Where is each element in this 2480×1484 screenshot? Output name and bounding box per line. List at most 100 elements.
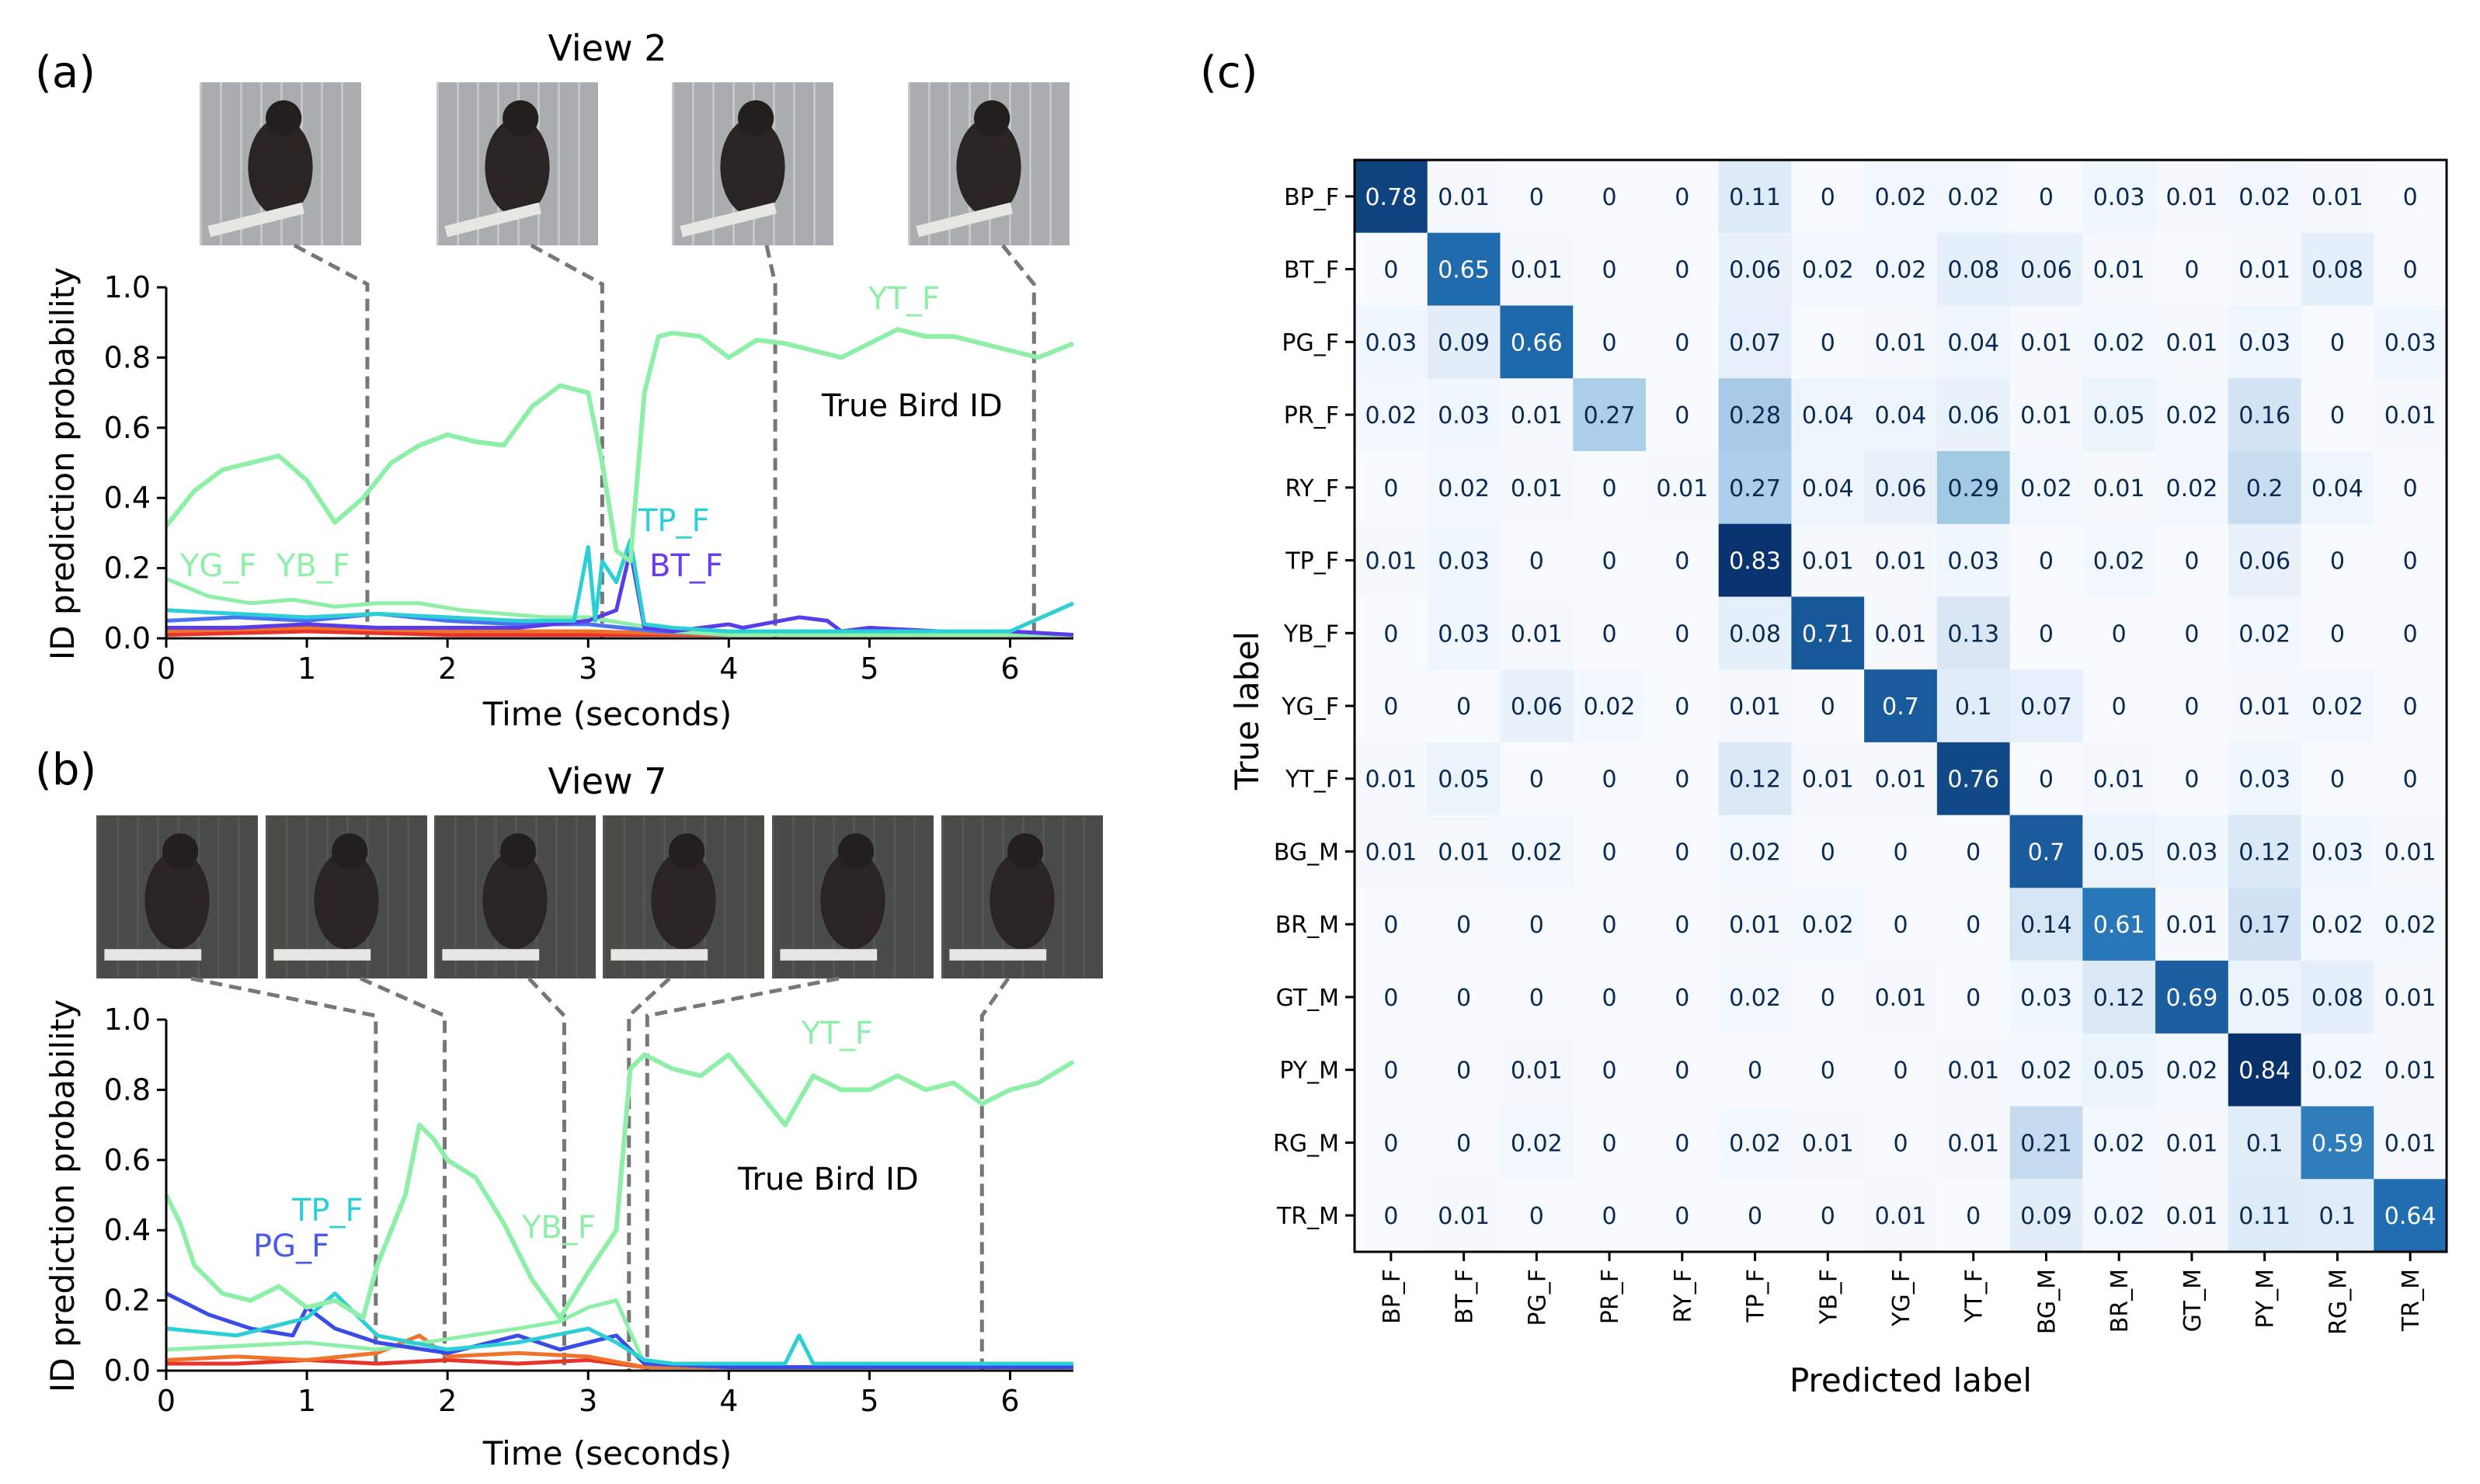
cm-cell	[1500, 1179, 1574, 1253]
cm-value: 0	[2403, 257, 2418, 284]
cm-cell	[1355, 1179, 1428, 1253]
panel-b-label-pg-f: PG_F	[253, 1229, 329, 1264]
cm-cell	[2374, 160, 2447, 234]
cm-value: 0.02	[1729, 985, 1781, 1012]
cm-cell	[2082, 742, 2156, 816]
panel-a-label-tp-f: TP_F	[638, 503, 710, 539]
cm-value: 0.02	[1365, 402, 1417, 429]
cm-cell	[1500, 669, 1574, 743]
thumbnail-bar	[893, 815, 896, 978]
cm-value: 0	[1383, 257, 1398, 284]
cm-value: 0.12	[1729, 766, 1781, 794]
thumbnail-bar	[672, 82, 674, 245]
thumbnail-bar	[96, 815, 99, 978]
thumbnail-bar	[286, 815, 288, 978]
cm-cell	[1355, 450, 1428, 525]
cm-y-tick-label: PR_F	[1284, 402, 1339, 429]
bird-silhouette	[485, 118, 550, 217]
cm-cell	[1864, 523, 1938, 597]
cm-cell	[1500, 596, 1574, 670]
cm-cell	[1718, 961, 1792, 1034]
cm-cell	[2374, 1179, 2447, 1253]
cm-value: 0.03	[2384, 329, 2437, 356]
cm-cell	[1645, 305, 1720, 379]
cm-x-tick-label: GT_M	[2179, 1269, 2207, 1332]
cm-cell	[1573, 815, 1647, 888]
thumbnail-bar	[576, 815, 578, 978]
cm-value: 0.65	[1438, 257, 1490, 284]
cm-value: 0	[1675, 1058, 1689, 1085]
cm-value: 0	[1821, 184, 1835, 211]
cm-cell	[1573, 523, 1647, 597]
panel-a-label-yt-f: YT_F	[868, 281, 940, 317]
cm-cell	[1573, 450, 1647, 525]
cm-value: 0	[1675, 912, 1689, 939]
thumbnail-bar	[1083, 815, 1085, 978]
cm-value: 0.01	[2384, 839, 2437, 866]
cm-value: 0.01	[1729, 912, 1781, 939]
cm-y-tick-label: BR_M	[1275, 912, 1339, 939]
cm-cell	[1355, 742, 1428, 816]
cm-cell	[2082, 815, 2156, 888]
x-tick-label: 2	[438, 652, 457, 686]
thumbnail-bar	[454, 815, 457, 978]
cm-cell	[2301, 596, 2374, 670]
bird-head	[162, 833, 199, 870]
cm-value: 0.01	[2093, 257, 2145, 284]
cm-value: 0.29	[1947, 475, 1999, 502]
thumbnail-bar	[437, 82, 439, 245]
cm-value: 0.01	[1875, 620, 1927, 648]
cm-value: 0.01	[2020, 329, 2072, 356]
cm-cell	[1645, 596, 1720, 670]
cm-cell	[2301, 305, 2374, 379]
cm-cell	[1718, 815, 1792, 888]
cm-cell	[1500, 888, 1574, 961]
cm-cell	[1645, 378, 1720, 452]
cm-value: 0.71	[1802, 620, 1854, 648]
cm-cell	[2009, 523, 2083, 597]
cm-cell	[1936, 815, 2011, 888]
cm-cell	[1355, 1106, 1428, 1180]
thumbnail-bar	[240, 82, 242, 245]
cm-cell	[1864, 888, 1938, 961]
x-tick-label: 1	[297, 1384, 316, 1418]
b-thumbnail	[941, 815, 1103, 978]
cm-value: 0	[2039, 548, 2054, 575]
cm-value: 0	[1529, 184, 1544, 211]
cm-cell	[1427, 378, 1501, 452]
cm-value: 0.11	[2238, 1203, 2290, 1230]
cm-cell	[1936, 888, 2011, 961]
cm-cell	[1864, 1106, 1938, 1180]
cm-value: 0.01	[1875, 985, 1927, 1012]
cm-cell	[2374, 1033, 2447, 1107]
cm-x-tick-label: TP_F	[1743, 1269, 1770, 1323]
cm-cell	[1573, 1179, 1647, 1253]
cm-cell	[2374, 450, 2447, 525]
panel-b-connectors	[190, 976, 1010, 1371]
cm-value: 0	[1675, 839, 1689, 866]
cm-cell	[2374, 669, 2447, 743]
perch	[680, 202, 777, 238]
panel-a-chart: View 2 0 1 2 3 4 5 6 0.0 0.2 0.4 0.6 0.8 1.0 Time (s…	[43, 27, 1075, 733]
cm-y-tick-label: BT_F	[1284, 257, 1339, 284]
cm-value: 0.1	[2319, 1203, 2357, 1230]
cm-value: 0.01	[2093, 766, 2145, 794]
x-tick-label: 1	[297, 652, 316, 686]
cm-value: 0	[1602, 548, 1617, 575]
cm-value: 0	[1893, 839, 1908, 866]
cm-cell	[1645, 1033, 1720, 1107]
cm-cell	[1864, 1033, 1938, 1107]
bird-head	[974, 100, 1010, 137]
cm-cell	[1500, 450, 1574, 525]
cm-cell	[1936, 450, 2011, 525]
thumbnail-bar	[200, 82, 202, 245]
cm-value: 0.01	[1511, 620, 1563, 648]
cm-cell	[1355, 596, 1428, 670]
cm-value: 0.01	[2020, 402, 2072, 429]
cm-value: 0	[1456, 985, 1471, 1012]
panel-c-ylabel: True label	[1228, 631, 1266, 791]
cm-value: 0	[2403, 475, 2418, 502]
cm-value: 0.76	[1947, 766, 1999, 794]
cm-value: 0	[1966, 1203, 1981, 1230]
cm-value: 0.69	[2166, 985, 2218, 1012]
